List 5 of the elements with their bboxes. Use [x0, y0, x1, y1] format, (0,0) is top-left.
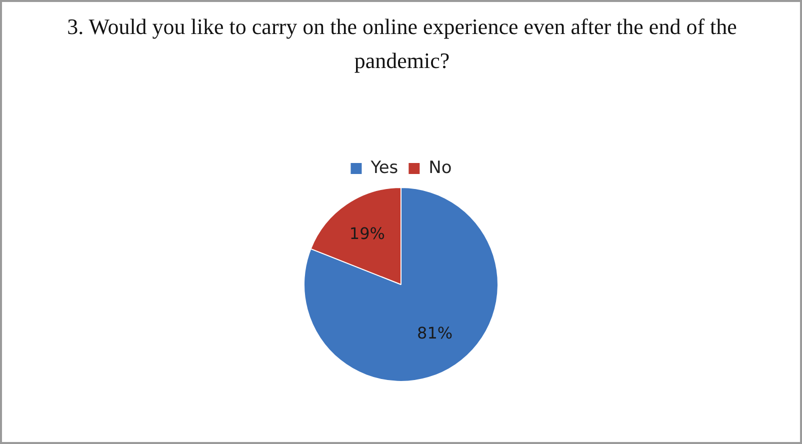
data-label: 19%	[349, 224, 385, 243]
legend-label: Yes	[370, 158, 398, 178]
data-label: 81%	[417, 323, 453, 342]
chart-title: 3. Would you like to carry on the online experience even after the end of the pandemic?	[66, 13, 738, 75]
legend-label: No	[428, 158, 452, 178]
